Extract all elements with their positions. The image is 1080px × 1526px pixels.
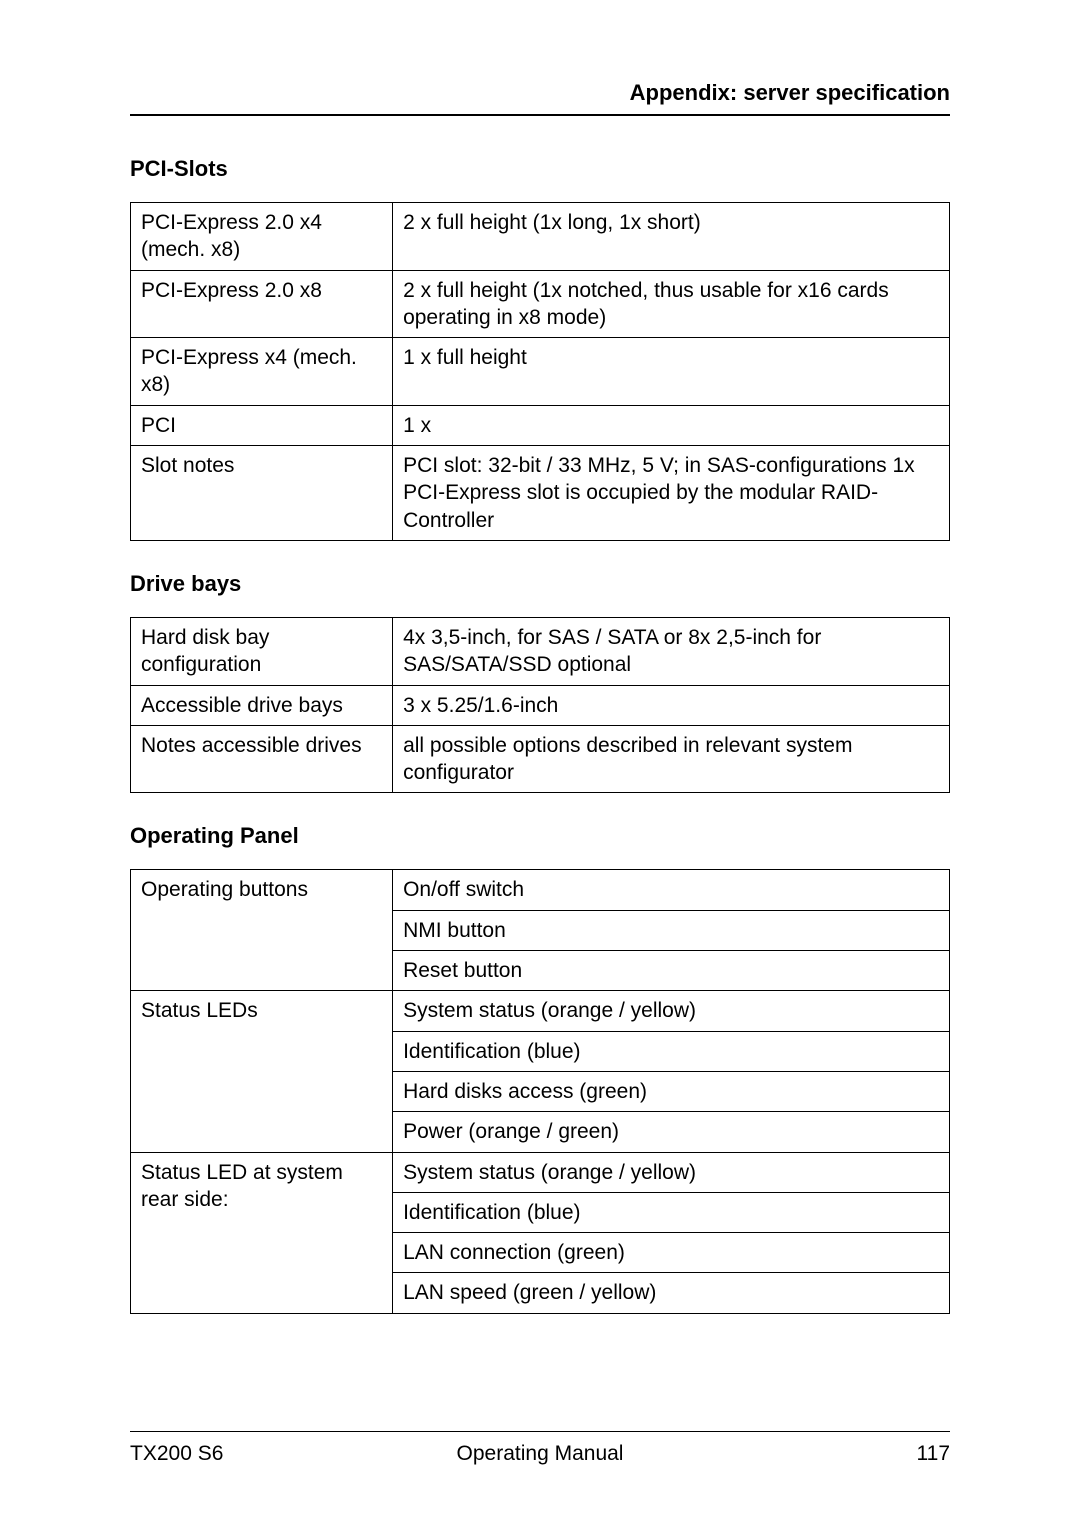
spec-label: Operating buttons [131, 870, 393, 991]
spec-label: Status LED at system rear side: [131, 1152, 393, 1313]
pci-table: PCI-Express 2.0 x4 (mech. x8) 2 x full h… [130, 202, 950, 541]
footer-left: TX200 S6 [130, 1442, 223, 1466]
table-row: PCI-Express 2.0 x4 (mech. x8) 2 x full h… [131, 203, 950, 271]
table-row: Status LEDs System status (orange / yell… [131, 991, 950, 1031]
spec-value: 4x 3,5-inch, for SAS / SATA or 8x 2,5-in… [393, 617, 950, 685]
table-row: Operating buttons On/off switch [131, 870, 950, 910]
spec-value: On/off switch [393, 870, 950, 910]
spec-label: PCI [131, 405, 393, 445]
spec-value: Identification (blue) [393, 1192, 950, 1232]
footer-center: Operating Manual [457, 1442, 624, 1466]
spec-value: System status (orange / yellow) [393, 991, 950, 1031]
footer-right: 117 [917, 1442, 950, 1466]
section-title-panel: Operating Panel [130, 823, 950, 849]
spec-label: PCI-Express 2.0 x4 (mech. x8) [131, 203, 393, 271]
page-footer: TX200 S6 Operating Manual 117 [130, 1431, 950, 1466]
table-row: Accessible drive bays 3 x 5.25/1.6-inch [131, 685, 950, 725]
spec-value: 1 x full height [393, 338, 950, 406]
spec-value: Reset button [393, 951, 950, 991]
spec-value: Identification (blue) [393, 1031, 950, 1071]
spec-label: Status LEDs [131, 991, 393, 1152]
spec-value: LAN connection (green) [393, 1233, 950, 1273]
spec-label: Hard disk bay configuration [131, 617, 393, 685]
panel-table: Operating buttons On/off switch NMI butt… [130, 869, 950, 1313]
spec-value: 2 x full height (1x long, 1x short) [393, 203, 950, 271]
drive-table: Hard disk bay configuration 4x 3,5-inch,… [130, 617, 950, 793]
table-row: Status LED at system rear side: System s… [131, 1152, 950, 1192]
table-row: PCI-Express x4 (mech. x8) 1 x full heigh… [131, 338, 950, 406]
section-title-drive: Drive bays [130, 571, 950, 597]
table-row: PCI 1 x [131, 405, 950, 445]
spec-label: PCI-Express x4 (mech. x8) [131, 338, 393, 406]
spec-label: Notes accessible drives [131, 725, 393, 793]
spec-label: Accessible drive bays [131, 685, 393, 725]
spec-value: all possible options described in releva… [393, 725, 950, 793]
spec-value: 3 x 5.25/1.6-inch [393, 685, 950, 725]
spec-value: 2 x full height (1x notched, thus usable… [393, 270, 950, 338]
spec-value: PCI slot: 32-bit / 33 MHz, 5 V; in SAS-c… [393, 446, 950, 541]
spec-value: Hard disks access (green) [393, 1071, 950, 1111]
spec-value: NMI button [393, 910, 950, 950]
spec-value: Power (orange / green) [393, 1112, 950, 1152]
table-row: Slot notes PCI slot: 32-bit / 33 MHz, 5 … [131, 446, 950, 541]
table-row: Hard disk bay configuration 4x 3,5-inch,… [131, 617, 950, 685]
table-row: Notes accessible drives all possible opt… [131, 725, 950, 793]
spec-value: LAN speed (green / yellow) [393, 1273, 950, 1313]
page-header: Appendix: server specification [130, 80, 950, 116]
spec-value: System status (orange / yellow) [393, 1152, 950, 1192]
table-row: PCI-Express 2.0 x8 2 x full height (1x n… [131, 270, 950, 338]
section-title-pci: PCI-Slots [130, 156, 950, 182]
header-title: Appendix: server specification [630, 80, 950, 106]
spec-label: PCI-Express 2.0 x8 [131, 270, 393, 338]
spec-label: Slot notes [131, 446, 393, 541]
spec-value: 1 x [393, 405, 950, 445]
